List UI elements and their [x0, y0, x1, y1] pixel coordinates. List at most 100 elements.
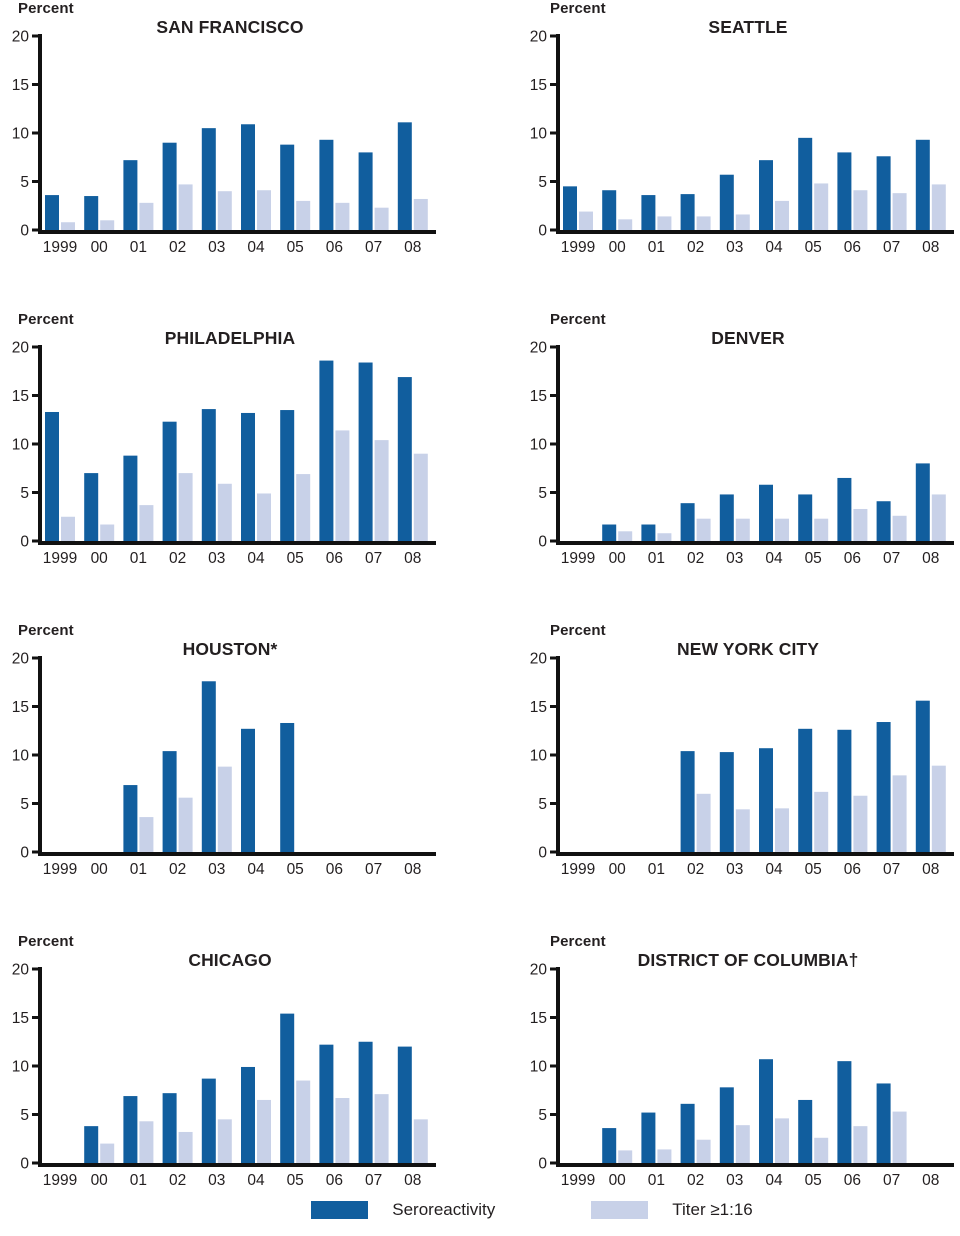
legend-item-titer: Titer ≥1:16 — [591, 1200, 753, 1220]
bar-titer — [217, 766, 232, 854]
bar-seroreactivity — [123, 160, 138, 232]
bar-seroreactivity — [837, 152, 852, 232]
y-tick-label: 10 — [12, 1059, 30, 1076]
bar-seroreactivity — [837, 1061, 852, 1165]
bar-titer — [775, 518, 789, 543]
bar-seroreactivity — [915, 463, 930, 543]
x-tick-label: 07 — [883, 550, 900, 567]
x-tick-label: 1999 — [561, 1172, 595, 1189]
bar-titer — [579, 211, 593, 232]
y-tick-label: 5 — [20, 1107, 29, 1124]
bar-seroreactivity — [397, 1046, 412, 1165]
chart-figure-district-of-columbia: Percent DISTRICT OF COLUMBIA† 0 5 10 15 20 19… — [480, 933, 960, 1236]
x-tick-label: 05 — [805, 239, 822, 256]
chart-title: DENVER — [711, 328, 785, 348]
bar-seroreactivity — [84, 1126, 99, 1165]
x-tick-label: 06 — [326, 861, 343, 878]
bar-titer — [178, 797, 193, 854]
bar-seroreactivity — [798, 1099, 813, 1165]
legend-item-seroreactivity: Seroreactivity — [311, 1200, 495, 1220]
x-tick-label: 01 — [648, 1172, 665, 1189]
bar-seroreactivity — [719, 174, 734, 232]
chart-title: DISTRICT OF COLUMBIA† — [637, 950, 859, 970]
x-tick-label: 02 — [687, 861, 704, 878]
bar-titer — [413, 1119, 428, 1165]
y-tick-label: 0 — [538, 1156, 547, 1173]
x-tick-label: 1999 — [561, 861, 595, 878]
y-tick-label: 20 — [530, 340, 548, 357]
x-tick-label: 04 — [765, 550, 783, 567]
bar-titer — [696, 1139, 711, 1165]
bar-titer — [931, 494, 946, 543]
x-tick-label: 03 — [726, 239, 743, 256]
y-tick-label: 15 — [530, 1010, 547, 1027]
x-tick-label: 02 — [687, 1172, 704, 1189]
bar-titer — [61, 222, 75, 232]
y-tick-label: 0 — [20, 223, 29, 240]
x-tick-label: 02 — [169, 1172, 186, 1189]
x-tick-label: 06 — [844, 1172, 861, 1189]
bar-seroreactivity — [201, 1078, 216, 1165]
bar-seroreactivity — [641, 1112, 656, 1165]
bar-seroreactivity — [641, 195, 656, 232]
y-tick-label: 15 — [12, 699, 29, 716]
bar-seroreactivity — [241, 1066, 255, 1165]
bar-seroreactivity — [798, 728, 813, 854]
x-tick-label: 03 — [726, 550, 743, 567]
bar-seroreactivity — [876, 156, 891, 232]
x-tick-label: 04 — [765, 1172, 783, 1189]
x-tick-label: 04 — [765, 239, 783, 256]
bar-seroreactivity — [280, 1013, 295, 1165]
y-axis-label: Percent — [550, 311, 606, 328]
bar-seroreactivity — [641, 524, 656, 543]
bar-seroreactivity — [319, 139, 334, 232]
x-tick-label: 01 — [648, 239, 665, 256]
x-tick-label: 00 — [609, 239, 627, 256]
x-tick-label: 07 — [883, 861, 900, 878]
x-tick-label: 06 — [326, 239, 343, 256]
x-tick-label: 04 — [247, 239, 265, 256]
bar-seroreactivity — [837, 477, 852, 543]
y-tick-label: 0 — [20, 1156, 29, 1173]
bar-seroreactivity — [358, 1041, 373, 1165]
x-tick-label: 05 — [287, 239, 304, 256]
y-tick-label: 5 — [538, 174, 547, 191]
bar-titer — [853, 190, 868, 232]
bar-seroreactivity — [915, 139, 930, 232]
x-tick-label: 02 — [169, 861, 186, 878]
bar-titer — [296, 474, 311, 543]
bar-seroreactivity — [837, 729, 852, 854]
bar-titer — [657, 1149, 672, 1165]
bar-titer — [696, 793, 711, 854]
bar-seroreactivity — [719, 752, 734, 854]
x-tick-label: 00 — [91, 1172, 109, 1189]
x-tick-label: 1999 — [561, 550, 595, 567]
bar-seroreactivity — [123, 455, 138, 543]
y-tick-label: 0 — [20, 534, 29, 551]
x-tick-label: 01 — [130, 550, 147, 567]
chart-figure-new-york-city: Percent NEW YORK CITY 0 5 10 15 20 1999 00 01 02… — [480, 622, 960, 933]
x-tick-label: 00 — [91, 239, 109, 256]
bar-titer — [853, 508, 868, 543]
seroreactivity-swatch-icon — [311, 1201, 369, 1219]
bar-titer — [931, 184, 946, 232]
bar-titer — [618, 219, 633, 232]
bar-titer — [257, 1099, 271, 1165]
bar-seroreactivity — [915, 700, 930, 854]
bar-seroreactivity — [876, 501, 891, 543]
bar-titer — [178, 473, 193, 543]
y-tick-label: 15 — [12, 1010, 29, 1027]
y-tick-label: 15 — [12, 388, 29, 405]
bar-titer — [892, 1111, 907, 1165]
chart-figure-philadelphia: Percent PHILADELPHIA 0 5 10 15 20 1999 00 01 02 0… — [0, 311, 480, 622]
x-tick-label: 03 — [726, 1172, 743, 1189]
bar-titer — [696, 216, 711, 232]
y-tick-label: 20 — [12, 340, 30, 357]
bar-seroreactivity — [319, 360, 334, 543]
bar-titer — [814, 183, 829, 232]
